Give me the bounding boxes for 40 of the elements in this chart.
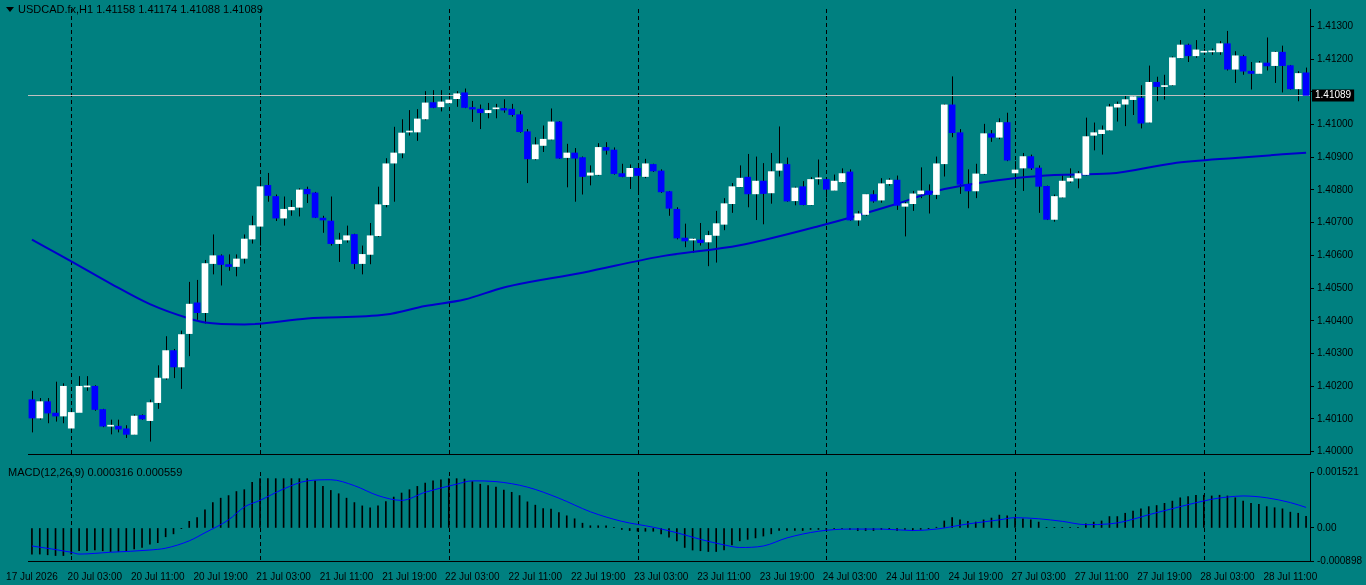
y-tick-label: 1.41300 (1317, 20, 1354, 32)
x-tick-label: 27 Jul 11:00 (1074, 570, 1129, 582)
x-tick-label: 27 Jul 03:00 (1011, 570, 1067, 582)
x-tick-label: 22 Jul 11:00 (508, 570, 563, 582)
chart-title: MACD(12,26,9) 0.000316 0.000559 (8, 466, 183, 478)
x-tick-label: 21 Jul 11:00 (319, 570, 374, 582)
x-tick-label: 24 Jul 03:00 (822, 570, 878, 582)
y-tick-label: 0.00 (1317, 521, 1337, 533)
x-tick-label: 21 Jul 03:00 (256, 570, 312, 582)
y-tick-label: 1.40000 (1317, 445, 1354, 457)
y-tick-label: 1.41200 (1317, 52, 1354, 64)
y-tick-label: 1.40900 (1317, 150, 1354, 162)
x-tick-label: 27 Jul 19:00 (1137, 570, 1193, 582)
x-tick-label: 20 Jul 03:00 (67, 570, 123, 582)
ref-line-label: 1.41089 (1315, 89, 1352, 101)
x-tick-label: 20 Jul 11:00 (130, 570, 186, 582)
x-tick-label: 17 Jul 2026 (6, 570, 59, 582)
x-tick-label: 22 Jul 03:00 (445, 570, 501, 582)
x-tick-label: 24 Jul 11:00 (885, 570, 941, 582)
y-tick-label: 1.40200 (1317, 380, 1354, 392)
y-tick-label: 1.40600 (1317, 249, 1354, 261)
chart-title: USDCAD.fx,H1 1.41158 1.41174 1.41088 1.41089 (18, 3, 263, 15)
y-tick-label: 0.001521 (1317, 465, 1360, 477)
y-tick-label: 1.40500 (1317, 281, 1354, 293)
y-tick-label: 1.40700 (1317, 216, 1354, 228)
y-tick-label: 1.40400 (1317, 314, 1354, 326)
y-tick-label: -0.000898 (1317, 554, 1363, 566)
y-tick-label: 1.40100 (1317, 412, 1354, 424)
x-tick-label: 28 Jul 11:00 (1263, 570, 1318, 582)
x-tick-label: 20 Jul 19:00 (193, 570, 249, 582)
x-tick-label: 24 Jul 19:00 (948, 570, 1004, 582)
x-tick-label: 23 Jul 03:00 (633, 570, 689, 582)
x-tick-label: 22 Jul 19:00 (570, 570, 626, 582)
x-tick-label: 21 Jul 19:00 (382, 570, 438, 582)
x-tick-label: 28 Jul 03:00 (1200, 570, 1256, 582)
x-tick-label: 23 Jul 11:00 (697, 570, 752, 582)
x-tick-label: 23 Jul 19:00 (759, 570, 815, 582)
y-tick-label: 1.40800 (1317, 183, 1354, 195)
y-tick-label: 1.41000 (1317, 118, 1354, 130)
y-tick-label: 1.40300 (1317, 347, 1354, 359)
